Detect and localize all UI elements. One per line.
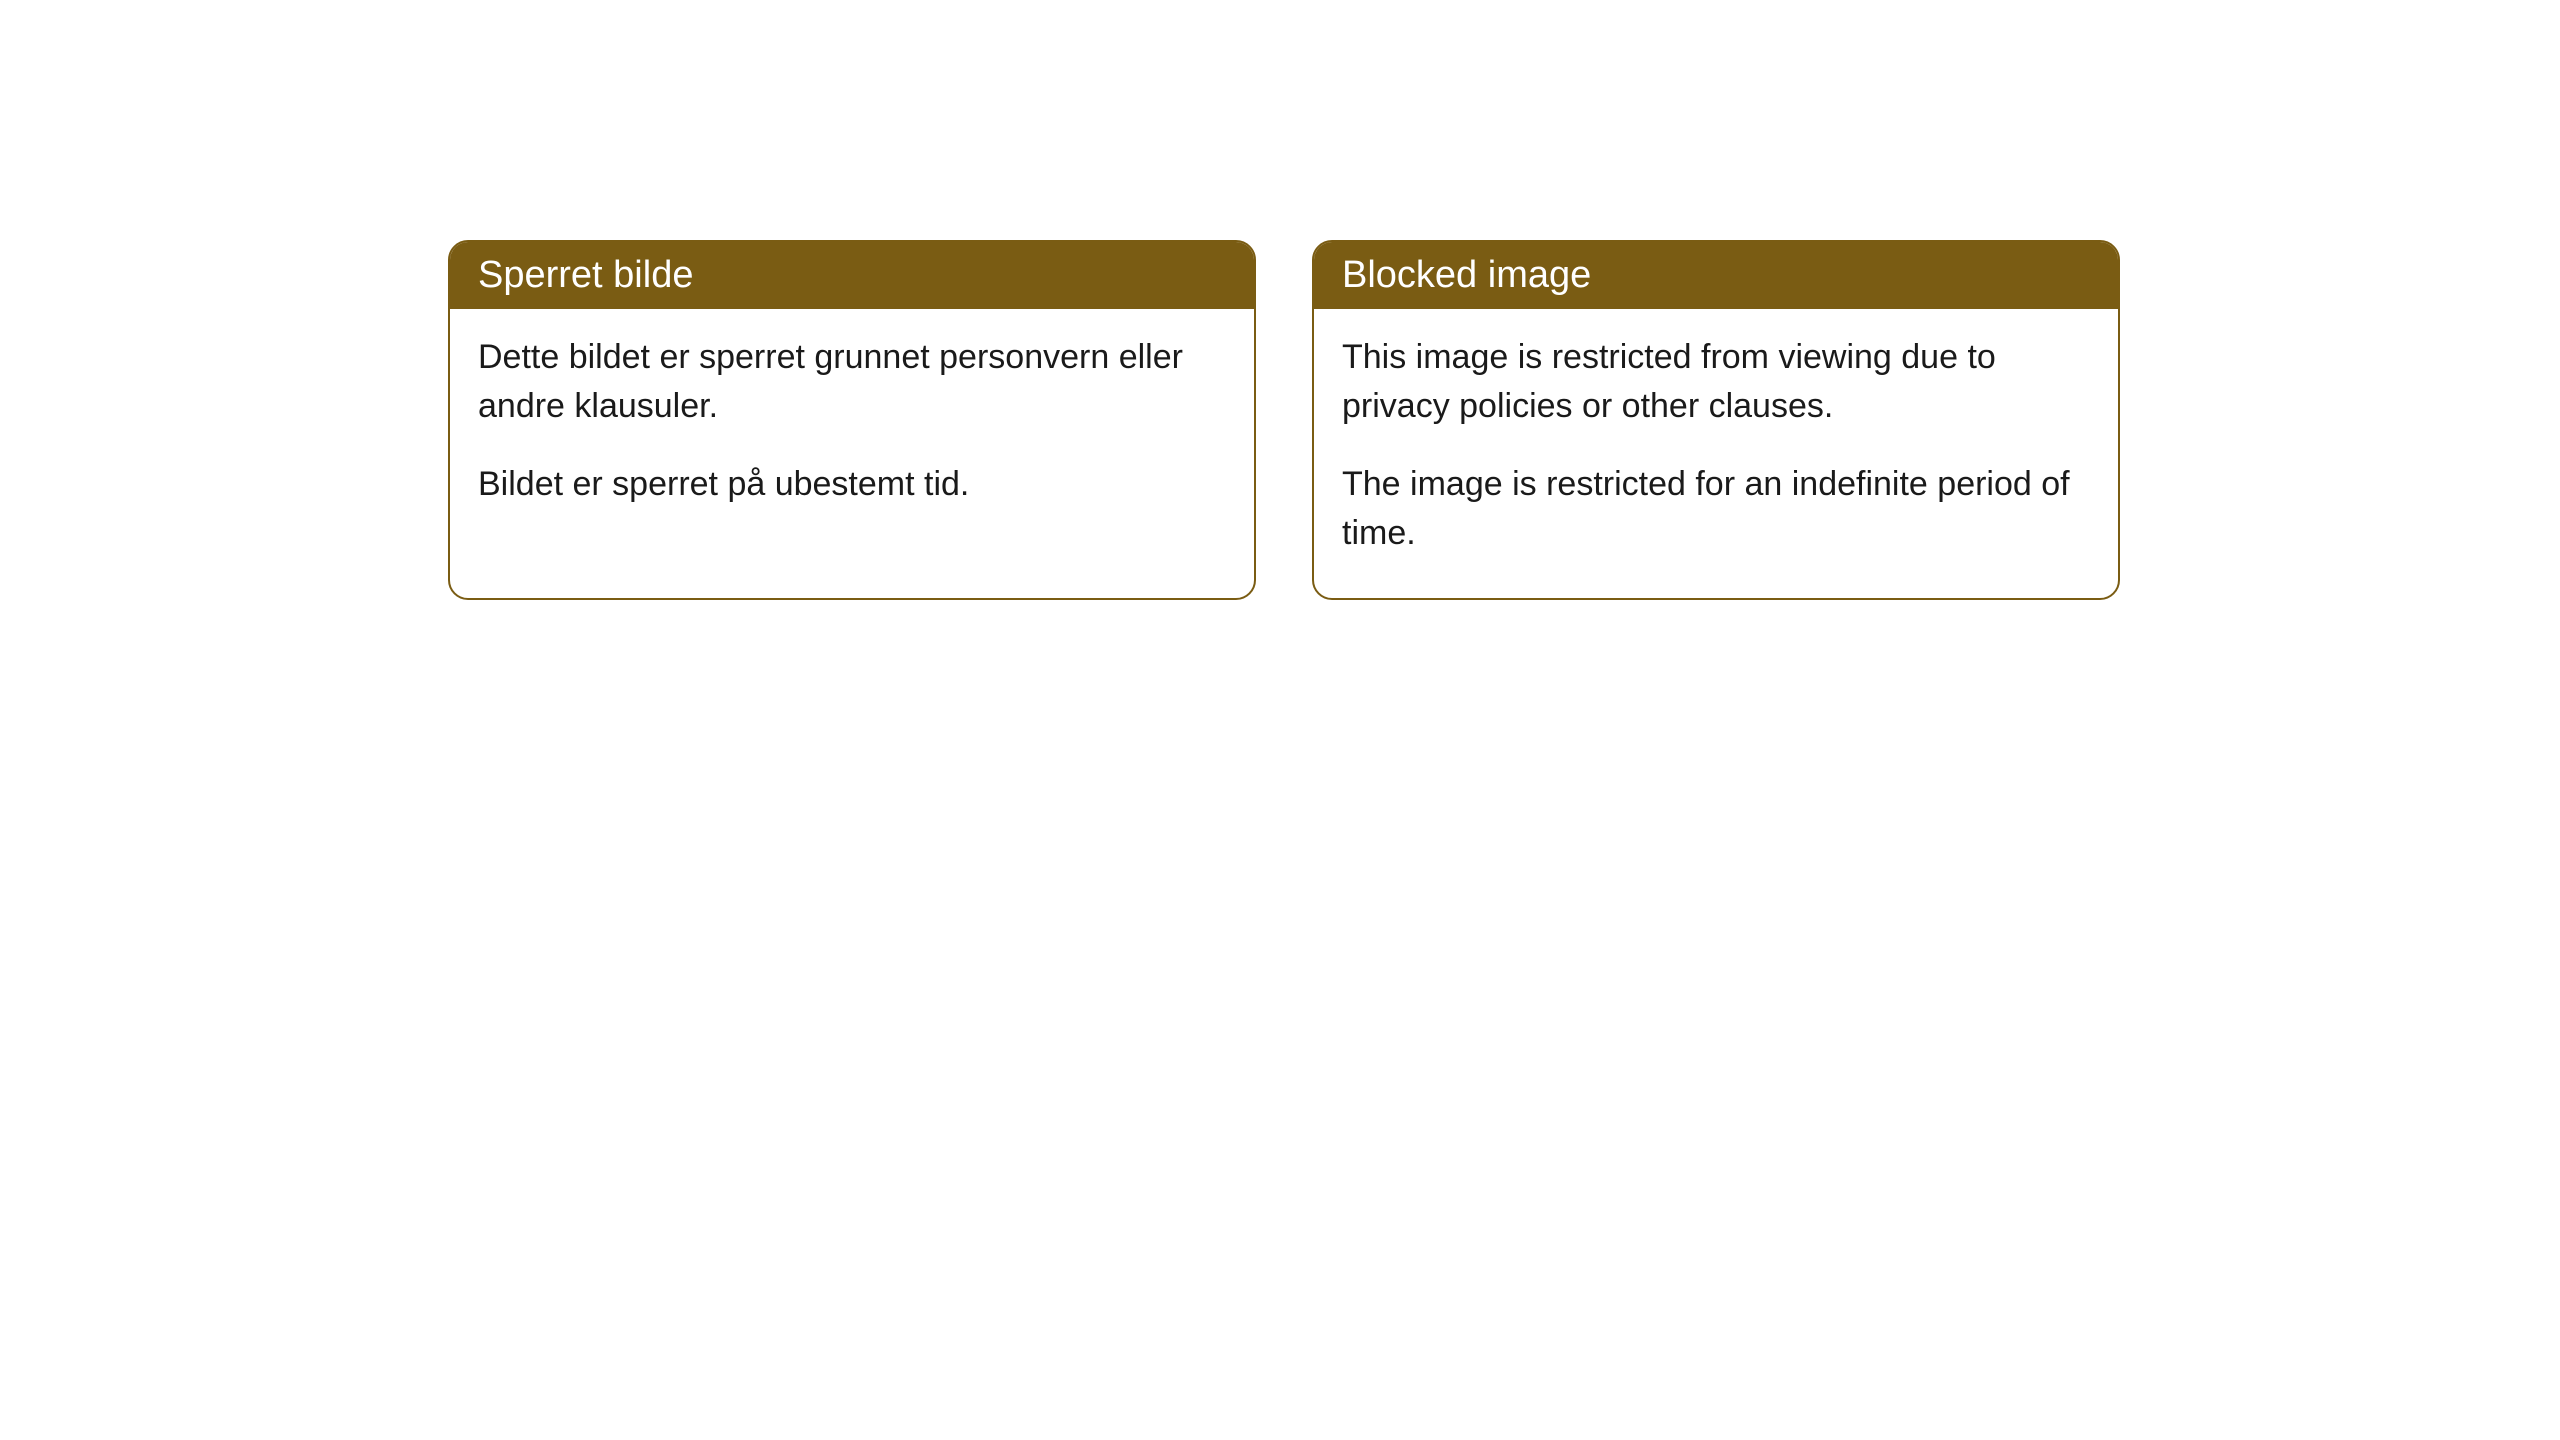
cards-container: Sperret bilde Dette bildet er sperret gr… bbox=[448, 240, 2120, 600]
card-paragraph: Dette bildet er sperret grunnet personve… bbox=[478, 333, 1226, 432]
card-header: Sperret bilde bbox=[450, 242, 1254, 309]
card-header: Blocked image bbox=[1314, 242, 2118, 309]
card-paragraph: Bildet er sperret på ubestemt tid. bbox=[478, 460, 1226, 509]
blocked-image-card-english: Blocked image This image is restricted f… bbox=[1312, 240, 2120, 600]
card-paragraph: The image is restricted for an indefinit… bbox=[1342, 460, 2090, 559]
card-title: Sperret bilde bbox=[478, 254, 693, 296]
card-body: This image is restricted from viewing du… bbox=[1314, 309, 2118, 598]
card-title: Blocked image bbox=[1342, 254, 1591, 296]
card-body: Dette bildet er sperret grunnet personve… bbox=[450, 309, 1254, 549]
blocked-image-card-norwegian: Sperret bilde Dette bildet er sperret gr… bbox=[448, 240, 1256, 600]
card-paragraph: This image is restricted from viewing du… bbox=[1342, 333, 2090, 432]
